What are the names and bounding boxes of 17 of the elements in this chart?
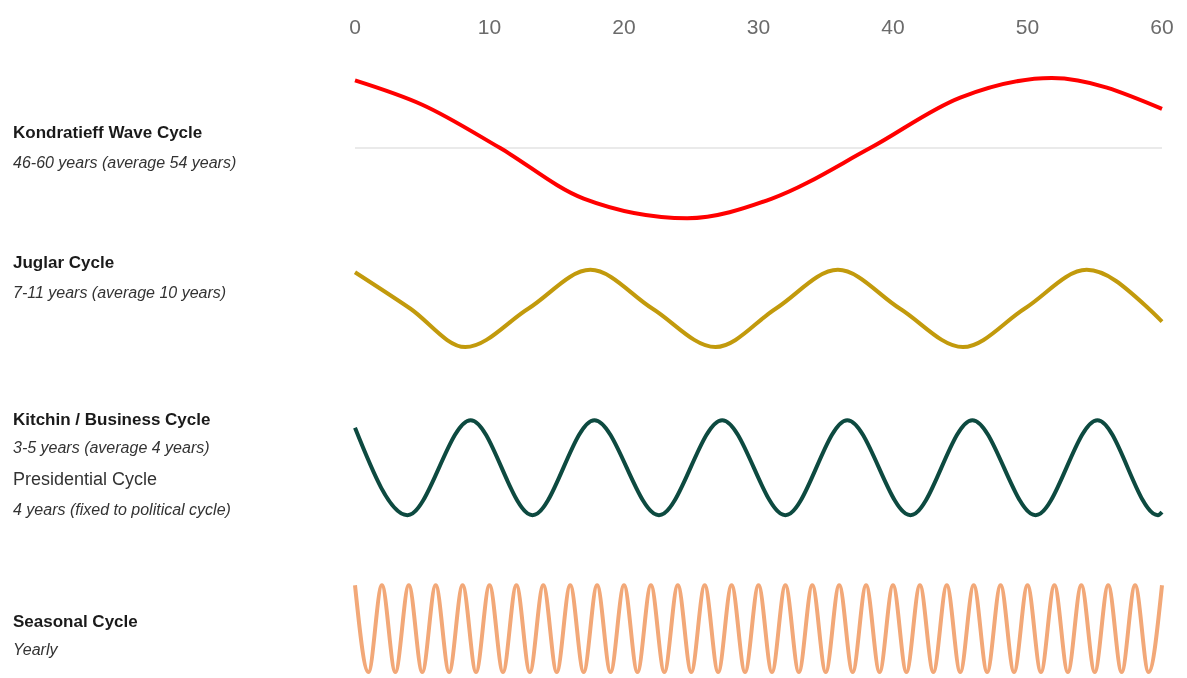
x-tick-label: 0 bbox=[349, 15, 361, 38]
text: 7-11 years (average 10 years) bbox=[13, 284, 227, 301]
text: Seasonal Cycle bbox=[13, 612, 138, 631]
text: Juglar Cycle bbox=[13, 253, 115, 272]
x-tick-label: 50 bbox=[1015, 15, 1040, 38]
text: Yearly bbox=[13, 641, 59, 658]
text: 3-5 years (average 4 years) bbox=[13, 439, 210, 456]
x-tick-label: 40 bbox=[881, 15, 905, 38]
text: Kitchin / Business Cycle bbox=[13, 410, 211, 429]
text: 46-60 years (average 54 years) bbox=[13, 154, 237, 171]
text: Kondratieff Wave Cycle bbox=[13, 123, 203, 142]
text: 4 years (fixed to political cycle) bbox=[13, 501, 231, 518]
x-tick-label: 30 bbox=[746, 15, 771, 38]
text: Presidential Cycle bbox=[13, 469, 158, 489]
x-tick-label: 10 bbox=[477, 15, 502, 38]
x-tick-label: 20 bbox=[612, 15, 636, 38]
x-tick-label: 60 bbox=[1150, 15, 1174, 38]
